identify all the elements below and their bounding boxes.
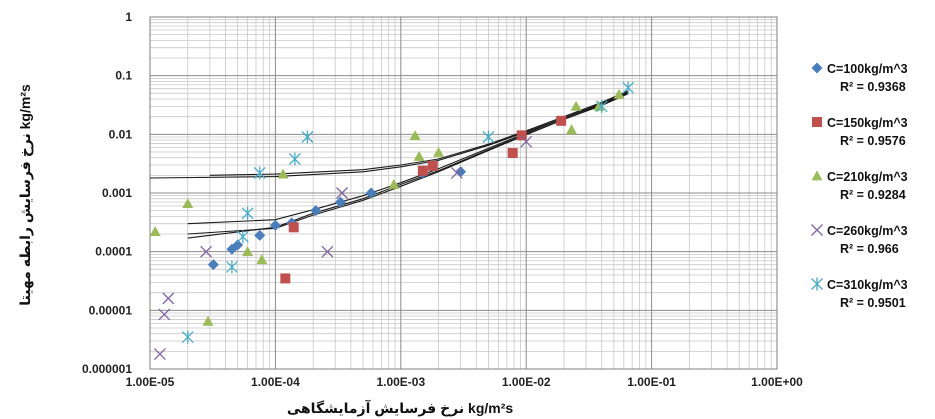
legend-marker-5	[811, 277, 823, 291]
data-point-series-4	[520, 135, 533, 148]
y-tick-label: 0.01	[109, 127, 133, 141]
x-axis-title: kg/m²s نرخ فرسایش آزمایشگاهی	[287, 399, 514, 417]
data-point-series-2	[507, 148, 518, 159]
y-tick-label: 1	[125, 10, 132, 24]
data-point-series-2	[417, 165, 428, 176]
x-tick-label: 1.00E-02	[502, 375, 551, 389]
trend-line-3	[149, 90, 629, 179]
data-point-series-1	[365, 187, 377, 199]
data-point-series-4	[450, 166, 463, 179]
data-point-series-3	[433, 147, 445, 157]
y-tick-label: 0.1	[115, 69, 132, 83]
legend-marker-4	[811, 224, 823, 236]
y-axis-ticks: 0.000001 0.00001 0.0001 0.001 0.01 0.1 1	[82, 10, 132, 376]
data-point-series-3	[388, 178, 400, 189]
legend-r2-4: R² = 0.966	[840, 242, 899, 256]
legend-r2-5: R² = 0.9501	[840, 296, 906, 310]
data-point-series-3	[242, 246, 254, 257]
data-point-series-3	[613, 88, 625, 99]
data-point-series-5	[225, 260, 238, 274]
y-tick-label: 0.0001	[95, 245, 132, 259]
data-point-series-3	[277, 168, 289, 179]
data-point-series-4	[162, 292, 175, 305]
legend-marker-2	[812, 117, 822, 127]
data-point-series-2	[280, 273, 291, 284]
data-point-series-2	[516, 130, 527, 141]
legend-r2-1: R² = 0.9368	[840, 80, 906, 94]
legend-marker-3	[811, 170, 823, 181]
data-point-series-2	[556, 115, 567, 126]
data-point-series-1	[207, 259, 219, 271]
chart-grid	[149, 16, 778, 370]
x-tick-label: 1.00E+00	[751, 375, 803, 389]
trend-line-5	[209, 90, 629, 176]
data-point-series-5	[301, 130, 314, 144]
data-point-series-1	[232, 239, 244, 251]
data-point-series-5	[181, 330, 194, 344]
data-point-series-3	[570, 100, 582, 111]
data-point-series-3	[413, 150, 425, 161]
legend-label-4: C=260kg/m^3	[827, 224, 908, 238]
trend-line-4	[187, 93, 629, 235]
data-point-series-5	[236, 230, 249, 244]
y-tick-label: 0.001	[102, 186, 132, 200]
data-point-series-3	[202, 315, 214, 326]
legend: C=100kg/m^3 R² = 0.9368 C=150kg/m^3 R² = 0.…	[811, 62, 908, 310]
data-point-series-1	[254, 229, 266, 241]
data-points	[149, 81, 635, 360]
legend-label-2: C=150kg/m^3	[827, 116, 908, 130]
legend-marker-1	[811, 62, 823, 74]
data-point-series-5	[288, 152, 301, 166]
x-axis-ticks: 1.00E-05 1.00E-04 1.00E-03 1.00E-02 1.00E-01…	[126, 375, 804, 389]
data-point-series-3	[149, 226, 161, 236]
x-tick-label: 1.00E-03	[376, 375, 425, 389]
data-point-series-5	[595, 99, 608, 113]
data-point-series-4	[336, 187, 349, 199]
legend-r2-2: R² = 0.9576	[840, 134, 906, 148]
data-point-series-4	[158, 308, 171, 321]
legend-label-1: C=100kg/m^3	[827, 62, 908, 76]
data-point-series-3	[409, 130, 421, 141]
x-tick-label: 1.00E-04	[251, 375, 300, 389]
data-point-series-5	[253, 166, 266, 180]
data-point-series-5	[622, 81, 635, 95]
data-point-series-2	[288, 222, 299, 233]
y-axis-title: kg/m²s نرخ فرسایش رابطه مهیتا	[17, 84, 34, 306]
data-point-series-1	[269, 219, 281, 231]
legend-label-5: C=310kg/m^3	[827, 278, 908, 292]
legend-label-3: C=210kg/m^3	[827, 170, 908, 184]
legend-r2-3: R² = 0.9284	[840, 188, 906, 202]
plot-border	[149, 16, 778, 370]
data-point-series-2	[427, 160, 438, 171]
data-point-series-4	[153, 348, 166, 360]
y-tick-label: 0.00001	[89, 303, 133, 317]
data-point-series-1	[334, 196, 346, 208]
x-tick-label: 1.00E-01	[627, 375, 676, 389]
data-point-series-3	[256, 254, 268, 265]
y-tick-label: 0.000001	[82, 362, 132, 376]
x-tick-label: 1.00E-05	[126, 375, 175, 389]
data-point-series-5	[241, 206, 254, 220]
data-point-series-3	[566, 124, 578, 135]
data-point-series-3	[182, 198, 194, 208]
trend-lines	[149, 90, 629, 239]
data-point-series-1	[310, 205, 322, 217]
data-point-series-4	[321, 245, 334, 258]
data-point-series-5	[482, 130, 495, 144]
data-point-series-4	[200, 245, 213, 258]
